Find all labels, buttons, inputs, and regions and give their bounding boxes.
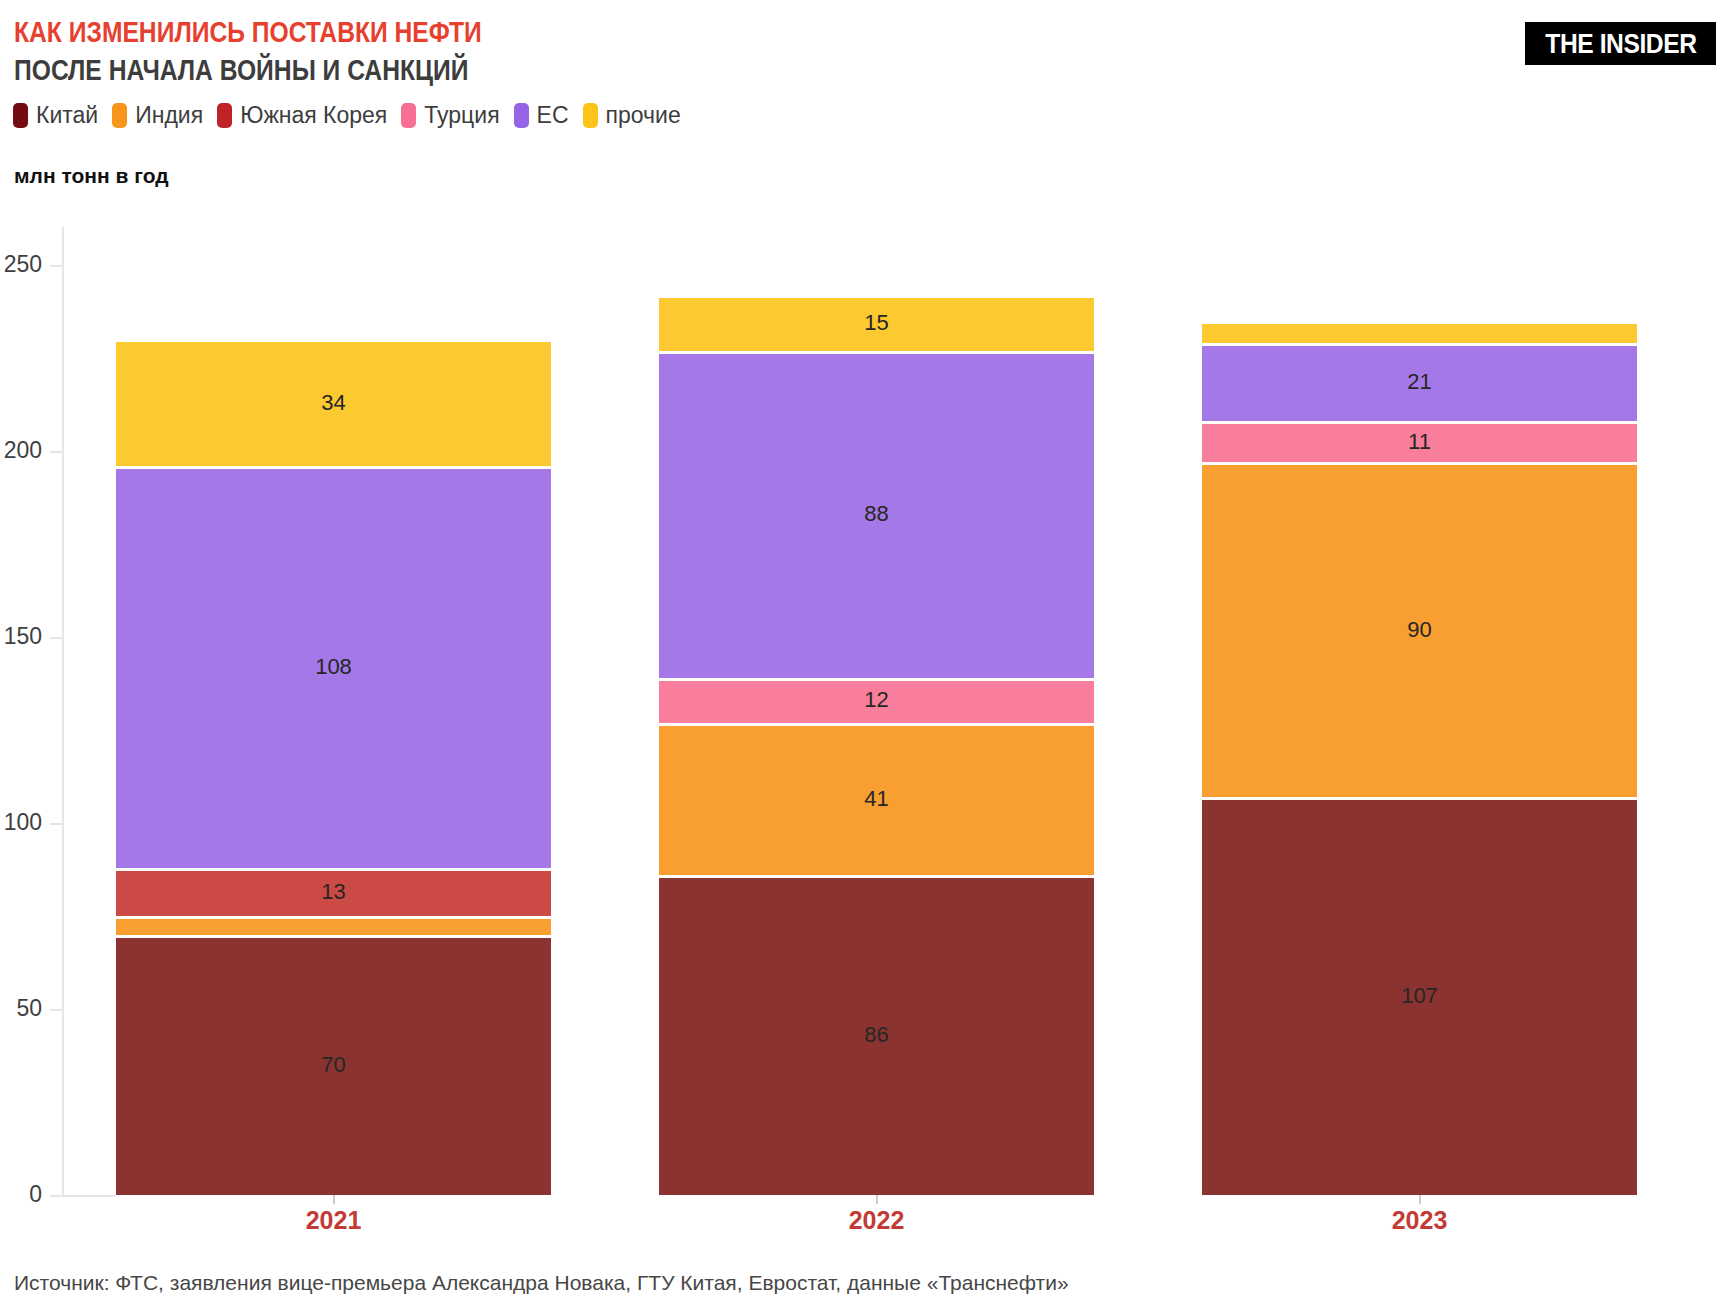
y-tick-mark [50, 1009, 62, 1011]
y-tick-label: 250 [0, 251, 42, 278]
bar-segment-label: 21 [1202, 369, 1637, 395]
bar-segment-label: 13 [116, 879, 551, 905]
y-tick-label: 100 [0, 809, 42, 836]
chart-plot: 0 50 100 150 200 250 70 13 108 34 2021 86 41 12 88 15 20… [0, 0, 1732, 1299]
y-tick-label: 0 [0, 1181, 42, 1208]
bar-segment [1202, 321, 1637, 343]
x-category-label: 2021 [234, 1206, 434, 1235]
infographic-root: КАК ИЗМЕНИЛИСЬ ПОСТАВКИ НЕФТИ ПОСЛЕ НАЧА… [0, 0, 1732, 1299]
y-tick-mark [50, 637, 62, 639]
x-category-label: 2023 [1320, 1206, 1520, 1235]
y-tick-label: 50 [0, 995, 42, 1022]
bar-segment-label: 15 [659, 310, 1094, 336]
y-tick-mark [50, 451, 62, 453]
y-tick-mark [50, 1195, 116, 1197]
y-axis-line [62, 227, 64, 1197]
bar-segment [116, 916, 551, 935]
bar-segment-label: 34 [116, 390, 551, 416]
y-tick-label: 200 [0, 437, 42, 464]
bar-segment-label: 88 [659, 501, 1094, 527]
bar-segment-label: 90 [1202, 617, 1637, 643]
y-tick-mark [50, 265, 62, 267]
bar-segment-label: 12 [659, 687, 1094, 713]
x-tick-mark [876, 1195, 878, 1204]
bar-segment-label: 107 [1202, 983, 1637, 1009]
x-tick-mark [333, 1195, 335, 1204]
bar-segment-label: 11 [1202, 429, 1637, 455]
bar-segment-label: 108 [116, 654, 551, 680]
y-tick-label: 150 [0, 623, 42, 650]
bar-segment-label: 86 [659, 1022, 1094, 1048]
source-note: Источник: ФТС, заявления вице-премьера А… [14, 1271, 1069, 1295]
bar-segment-label: 70 [116, 1052, 551, 1078]
x-category-label: 2022 [777, 1206, 977, 1235]
y-tick-mark [50, 823, 62, 825]
x-tick-mark [1419, 1195, 1421, 1204]
bar-segment-label: 41 [659, 786, 1094, 812]
